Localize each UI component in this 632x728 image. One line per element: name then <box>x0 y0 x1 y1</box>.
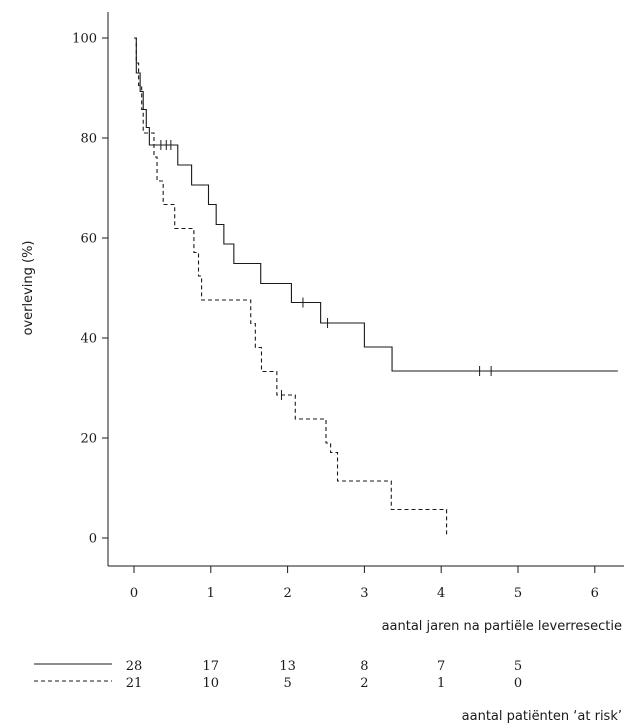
y-tick-label-40: 40 <box>80 332 97 347</box>
x-tick-label-2: 2 <box>283 586 291 601</box>
at-risk-solid-5: 5 <box>514 659 522 674</box>
survival-curve-dashed <box>134 37 448 536</box>
x-tick-label-0: 0 <box>130 586 138 601</box>
y-tick-label-20: 20 <box>80 432 97 447</box>
at-risk-title: aantal patiënten ‘at risk’ <box>462 709 622 724</box>
y-tick-label-80: 80 <box>80 132 97 147</box>
at-risk-solid-2: 13 <box>279 659 296 674</box>
at-risk-table <box>34 663 112 682</box>
y-tick-label-60: 60 <box>80 232 97 247</box>
axes <box>107 12 624 567</box>
x-tick-label-3: 3 <box>360 586 368 601</box>
x-axis-title: aantal jaren na partiële leverresectie <box>382 619 622 634</box>
at-risk-dashed-2: 5 <box>283 676 291 691</box>
y-axis-title: overleving (%) <box>21 240 36 335</box>
at-risk-dashed-1: 10 <box>203 676 220 691</box>
at-risk-solid-3: 8 <box>360 659 368 674</box>
plot-area <box>134 37 618 536</box>
at-risk-solid-4: 7 <box>437 659 445 674</box>
at-risk-dashed-5: 0 <box>514 676 522 691</box>
x-tick-label-1: 1 <box>207 586 215 601</box>
y-tick-label-0: 0 <box>89 532 97 547</box>
x-tick-label-5: 5 <box>514 586 522 601</box>
at-risk-numbers: 28 17 13 8 7 521 10 5 2 1 0 <box>126 659 522 691</box>
survival-curve-solid <box>134 37 618 372</box>
x-tick-label-4: 4 <box>437 586 445 601</box>
at-risk-dashed-3: 2 <box>360 676 368 691</box>
at-risk-dashed-0: 21 <box>126 676 143 691</box>
y-tick-label-100: 100 <box>72 32 97 47</box>
at-risk-solid-1: 17 <box>203 659 220 674</box>
at-risk-dashed-4: 1 <box>437 676 445 691</box>
at-risk-solid-0: 28 <box>126 659 143 674</box>
x-tick-label-6: 6 <box>591 586 599 601</box>
